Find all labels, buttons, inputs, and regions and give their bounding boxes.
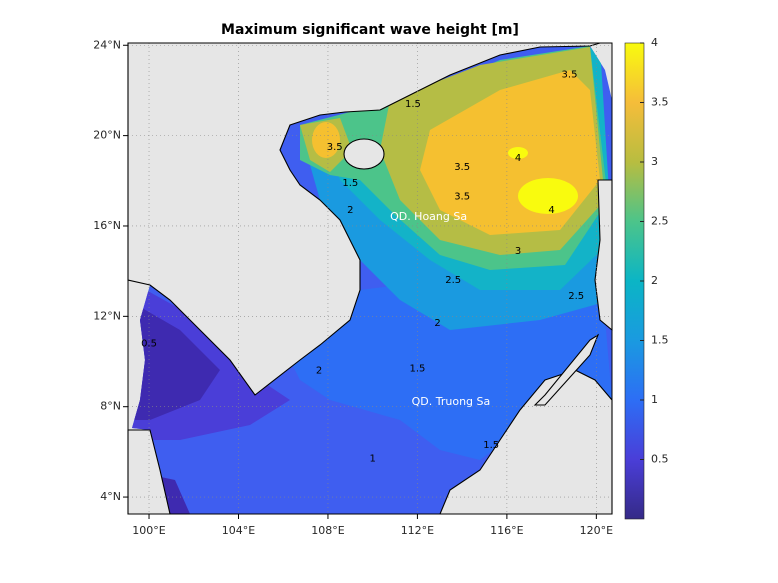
contour-label: 2: [316, 366, 322, 377]
contour-label: 1.5: [409, 363, 425, 374]
colorbar-tick-label: 2.5: [651, 215, 669, 228]
contour-label: 4: [515, 153, 521, 164]
contour-label: 3: [515, 246, 521, 257]
palawan: [533, 333, 600, 406]
place-label: QD. Hoang Sa: [390, 210, 467, 223]
y-tick-label: 16°N: [93, 219, 121, 232]
contour-label: 4: [548, 205, 554, 216]
contour-label: 2: [347, 205, 353, 216]
wave-field: [132, 46, 612, 514]
contour-label: 3.5: [562, 70, 578, 81]
y-tick-label: 24°N: [93, 38, 121, 51]
x-tick-label: 112°E: [401, 524, 434, 537]
contour-label: 1.5: [483, 440, 499, 451]
x-tick-label: 116°E: [490, 524, 523, 537]
mainland: [127, 42, 601, 396]
colorbar-tick-label: 1.5: [651, 334, 669, 347]
contour-label: 2.5: [445, 275, 461, 286]
hainan: [343, 138, 385, 170]
grid: [128, 43, 612, 514]
contour-label: 2: [434, 318, 440, 329]
colorbar-tick-label: 0.5: [651, 453, 669, 466]
contour-label: 1.5: [405, 99, 421, 110]
colorbar-tick-label: 4: [651, 36, 658, 49]
x-tick-label: 100°E: [132, 524, 165, 537]
title: Maximum significant wave height [m]: [221, 22, 519, 38]
contour-label: 3.5: [327, 142, 343, 153]
x-tick-label: 108°E: [311, 524, 344, 537]
contour-label: 1: [369, 454, 375, 465]
contour-label: 3.5: [454, 192, 470, 203]
contour-label: 2.5: [568, 291, 584, 302]
contour-label: 0.5: [141, 338, 157, 349]
y-tick-label: 20°N: [93, 129, 121, 142]
colorbar-tick-label: 2: [651, 274, 658, 287]
y-tick-label: 8°N: [100, 400, 121, 413]
colorbar-tick-label: 1: [651, 393, 658, 406]
colorbar-tick-label: 3.5: [651, 96, 669, 109]
contour-label: 3.5: [454, 162, 470, 173]
x-tick-label: 104°E: [222, 524, 255, 537]
map-frame: [127, 42, 613, 515]
place-label: QD. Truong Sa: [412, 395, 491, 408]
x-tick-label: 120°E: [580, 524, 613, 537]
colorbar-tick-label: 3: [651, 155, 658, 168]
y-tick-label: 4°N: [100, 490, 121, 503]
y-tick-label: 12°N: [93, 309, 121, 322]
contour-label: 1.5: [342, 178, 358, 189]
